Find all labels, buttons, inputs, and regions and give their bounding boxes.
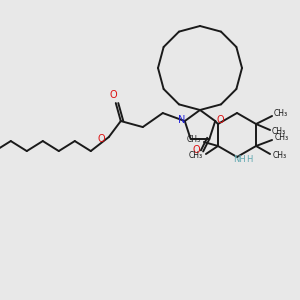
Text: CH₃: CH₃: [187, 136, 201, 145]
Text: CH₃: CH₃: [189, 152, 203, 160]
Text: CH₃: CH₃: [274, 110, 288, 118]
Text: O: O: [216, 115, 224, 125]
Text: O: O: [192, 146, 200, 155]
Text: H: H: [246, 154, 252, 164]
Text: O: O: [98, 134, 106, 144]
Text: N: N: [178, 115, 185, 125]
Text: CH₃: CH₃: [272, 128, 286, 136]
Text: O: O: [110, 90, 118, 100]
Text: CH₃: CH₃: [273, 152, 287, 160]
Text: CH₃: CH₃: [275, 134, 289, 142]
Text: NH: NH: [234, 154, 246, 164]
